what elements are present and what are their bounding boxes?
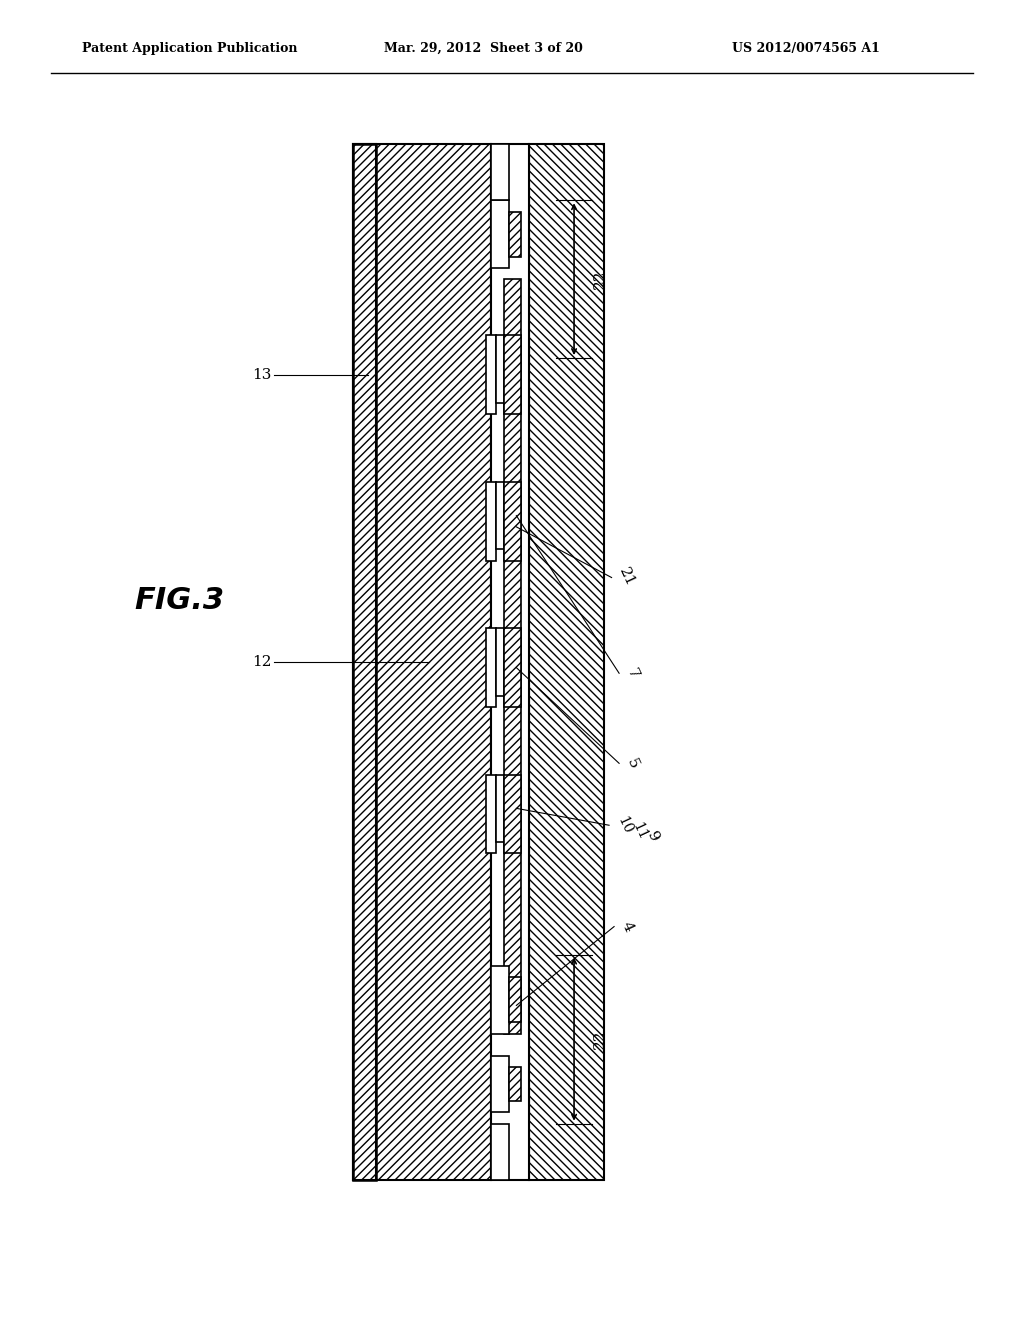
Bar — [492, 1123, 509, 1180]
Bar — [509, 1068, 521, 1101]
Bar — [353, 144, 376, 1180]
Bar — [486, 775, 497, 854]
Bar — [497, 482, 504, 549]
Text: 21: 21 — [616, 566, 638, 589]
Bar — [486, 335, 497, 414]
Bar — [504, 775, 521, 854]
Bar — [497, 775, 504, 842]
Bar — [504, 482, 521, 561]
Bar — [504, 335, 521, 414]
Bar — [486, 482, 497, 561]
Bar — [497, 335, 504, 403]
Text: 5: 5 — [625, 756, 641, 771]
Text: 4: 4 — [620, 919, 636, 935]
Bar — [486, 628, 497, 708]
Bar — [492, 1056, 509, 1113]
Bar — [504, 628, 521, 708]
Bar — [353, 144, 376, 1180]
Bar — [492, 201, 509, 268]
Bar — [492, 966, 509, 1034]
Bar — [353, 144, 492, 1180]
Bar — [509, 211, 521, 256]
Text: 10: 10 — [614, 814, 634, 836]
Text: 7: 7 — [625, 665, 641, 681]
Bar — [528, 144, 604, 1180]
Text: Patent Application Publication: Patent Application Publication — [82, 42, 297, 55]
Text: 11: 11 — [629, 820, 649, 842]
Bar — [497, 628, 504, 696]
Text: 12: 12 — [252, 655, 271, 669]
Text: 9: 9 — [644, 829, 662, 843]
Text: FIG.3: FIG.3 — [134, 586, 224, 615]
Bar — [504, 279, 521, 1034]
Bar — [509, 977, 521, 1022]
Text: 22: 22 — [593, 269, 606, 289]
Bar — [492, 144, 509, 201]
Text: Mar. 29, 2012  Sheet 3 of 20: Mar. 29, 2012 Sheet 3 of 20 — [384, 42, 583, 55]
Bar — [492, 144, 528, 1180]
Text: US 2012/0074565 A1: US 2012/0074565 A1 — [732, 42, 880, 55]
Text: 22: 22 — [593, 1030, 606, 1049]
Text: 13: 13 — [252, 368, 271, 381]
